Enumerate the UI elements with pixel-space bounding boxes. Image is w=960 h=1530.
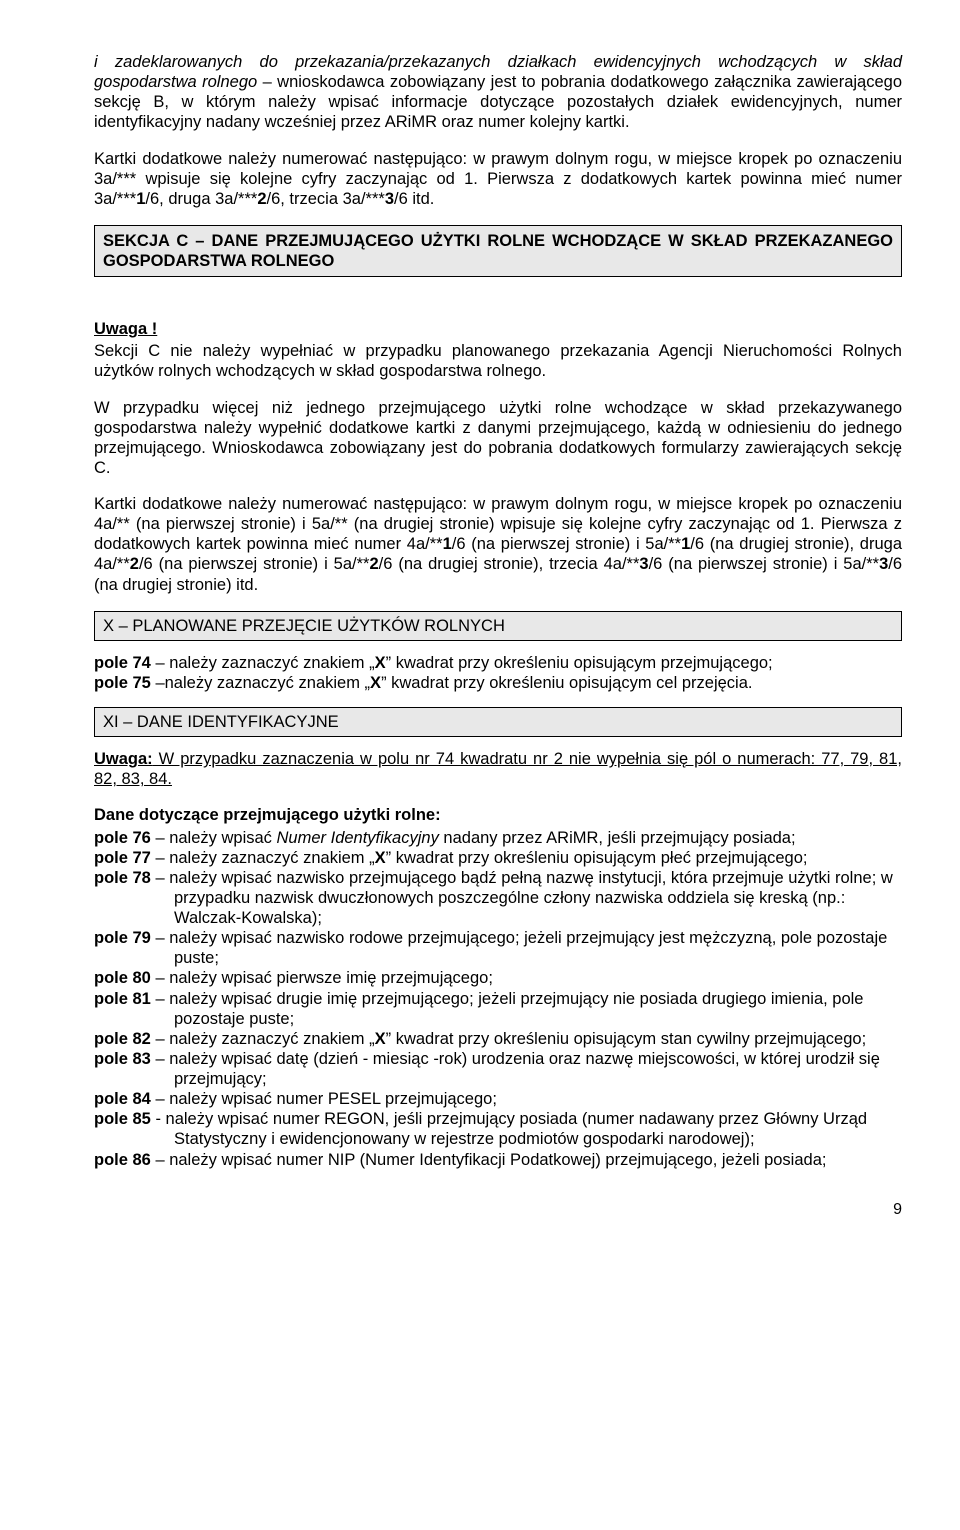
pole-82: pole 82 – należy zaznaczyć znakiem „X” k… — [94, 1029, 902, 1049]
subhead-dane: Dane dotyczące przejmującego użytki roln… — [94, 805, 902, 825]
pole-74: pole 74 – należy zaznaczyć znakiem „X” k… — [94, 653, 902, 673]
uwaga-p3: Kartki dodatkowe należy numerować następ… — [94, 494, 902, 595]
page-number: 9 — [94, 1200, 902, 1220]
intro-paragraph-2: Kartki dodatkowe należy numerować następ… — [94, 149, 902, 209]
pole-list-xi: pole 76 – należy wpisać Numer Identyfika… — [94, 828, 902, 1170]
pole-85: pole 85 - należy wpisać numer REGON, jeś… — [94, 1109, 902, 1149]
section-c-header: SEKCJA C – DANE PRZEJMUJĄCEGO UŻYTKI ROL… — [94, 225, 902, 277]
pole-86: pole 86 – należy wpisać numer NIP (Numer… — [94, 1150, 902, 1170]
section-xi-header: XI – DANE IDENTYFIKACYJNE — [94, 707, 902, 737]
pole-75: pole 75 –należy zaznaczyć znakiem „X” kw… — [94, 673, 902, 693]
pole-79: pole 79 – należy wpisać nazwisko rodowe … — [94, 928, 902, 968]
pole-76: pole 76 – należy wpisać Numer Identyfika… — [94, 828, 902, 848]
pole-81: pole 81 – należy wpisać drugie imię prze… — [94, 989, 902, 1029]
pole-77: pole 77 – należy zaznaczyć znakiem „X” k… — [94, 848, 902, 868]
pole-78: pole 78 – należy wpisać nazwisko przejmu… — [94, 868, 902, 928]
uwaga-p1: Sekcji C nie należy wypełniać w przypadk… — [94, 341, 902, 381]
uwaga-p2: W przypadku więcej niż jednego przejmują… — [94, 398, 902, 479]
intro-paragraph-1: i zadeklarowanych do przekazania/przekaz… — [94, 52, 902, 133]
pole-83: pole 83 – należy wpisać datę (dzień - mi… — [94, 1049, 902, 1089]
pole-80: pole 80 – należy wpisać pierwsze imię pr… — [94, 968, 902, 988]
uwaga-xi: Uwaga: W przypadku zaznaczenia w polu nr… — [94, 749, 902, 789]
section-x-header: X – PLANOWANE PRZEJĘCIE UŻYTKÓW ROLNYCH — [94, 611, 902, 641]
pole-84: pole 84 – należy wpisać numer PESEL prze… — [94, 1089, 902, 1109]
pole-list-x: pole 74 – należy zaznaczyć znakiem „X” k… — [94, 653, 902, 693]
uwaga-title: Uwaga ! — [94, 319, 902, 339]
